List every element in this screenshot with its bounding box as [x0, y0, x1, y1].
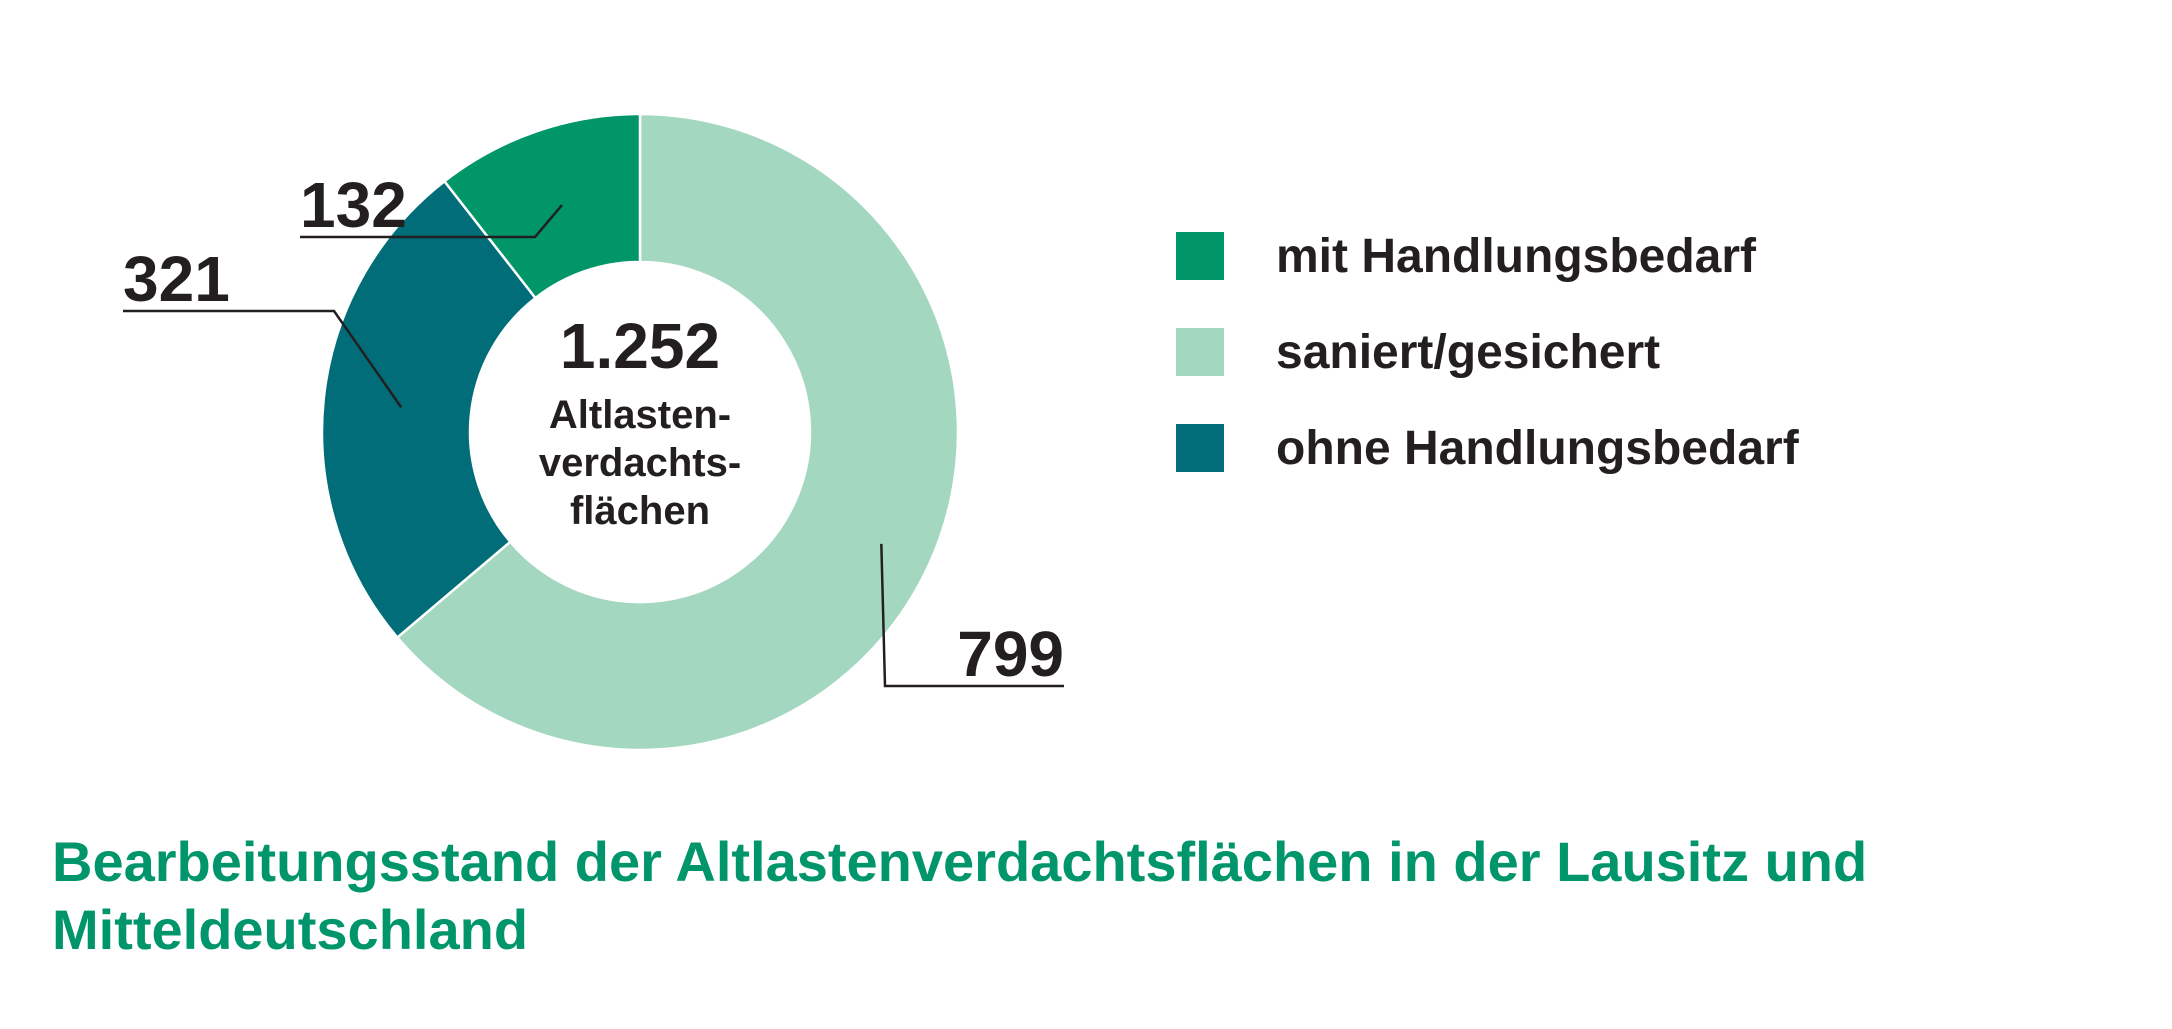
center-label-line: Altlasten-: [549, 393, 731, 437]
leader-line: [123, 309, 403, 409]
legend-label: saniert/gesichert: [1276, 325, 1661, 379]
legend-label: mit Handlungsbedarf: [1276, 229, 1757, 283]
legend-swatch: [1176, 424, 1224, 472]
legend-swatch: [1176, 328, 1224, 376]
chart-caption: Bearbeitungsstand der Altlastenverdachts…: [52, 830, 1868, 961]
donut-slice-ohne-handlungsbedarf: [320, 179, 538, 640]
legend-item-saniert-gesichert: saniert/gesichert: [1176, 326, 1799, 379]
legend-label: ohne Handlungsbedarf: [1276, 421, 1799, 475]
data-label: 132: [300, 169, 407, 241]
center-total: 1.252: [560, 310, 720, 382]
center-label-line: verdachts-: [539, 441, 741, 485]
center-label-line: flächen: [570, 489, 710, 533]
leader-line: [300, 204, 563, 239]
donut-slice-saniert-gesichert: [395, 112, 960, 752]
donut-slice-mit-handlungsbedarf: [442, 112, 642, 300]
leader-line: [880, 543, 1064, 688]
legend: mit Handlungsbedarf saniert/gesichert oh…: [1176, 230, 1799, 520]
legend-swatch: [1176, 232, 1224, 280]
legend-item-ohne-handlungsbedarf: ohne Handlungsbedarf: [1176, 422, 1799, 475]
legend-item-mit-handlungsbedarf: mit Handlungsbedarf: [1176, 230, 1799, 283]
data-label: 799: [957, 618, 1064, 690]
data-label: 321: [123, 243, 230, 315]
